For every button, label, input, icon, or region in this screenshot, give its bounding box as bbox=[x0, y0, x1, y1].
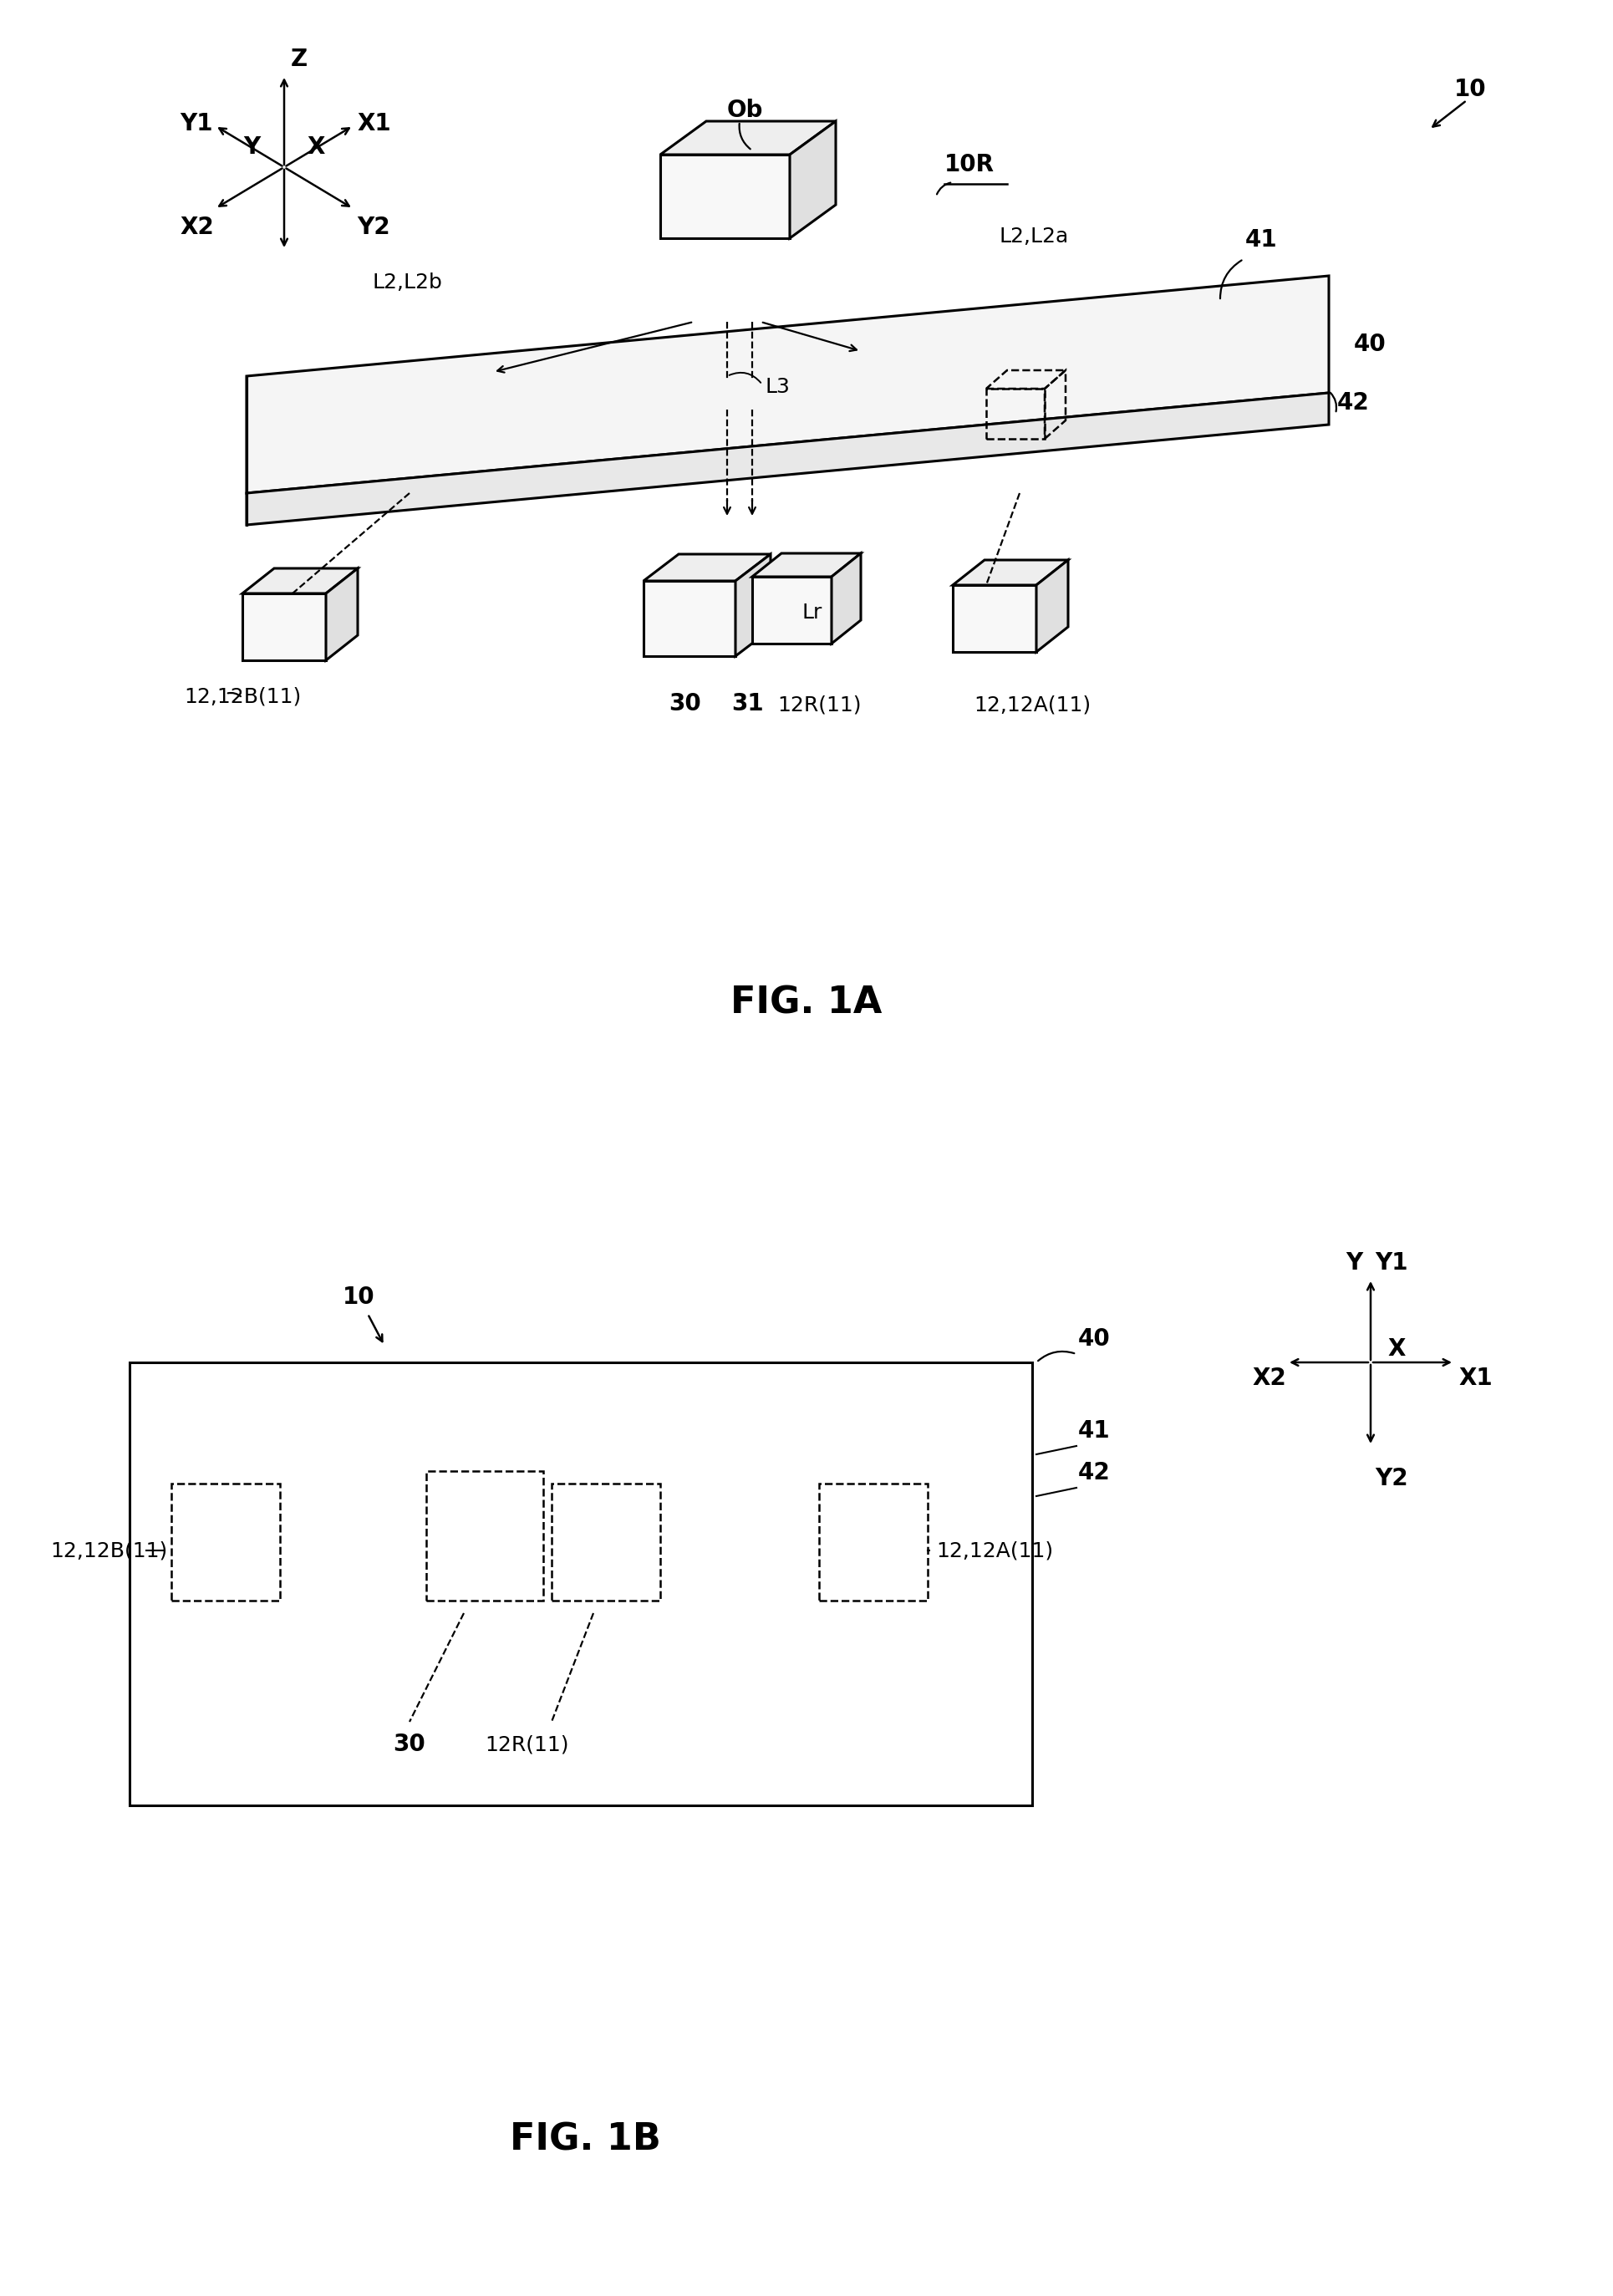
Polygon shape bbox=[953, 560, 1068, 585]
Text: X: X bbox=[1387, 1336, 1405, 1362]
Bar bbox=[171, 1483, 281, 1600]
Text: 12,12A(11): 12,12A(11) bbox=[936, 1541, 1053, 1561]
Polygon shape bbox=[660, 122, 836, 154]
Text: X1: X1 bbox=[1458, 1366, 1492, 1389]
Text: 10: 10 bbox=[1455, 78, 1487, 101]
Polygon shape bbox=[242, 592, 326, 661]
Polygon shape bbox=[736, 553, 771, 657]
Text: Z: Z bbox=[290, 48, 308, 71]
Bar bbox=[552, 1483, 660, 1600]
Text: 10: 10 bbox=[342, 1286, 374, 1309]
Polygon shape bbox=[247, 393, 1329, 526]
Polygon shape bbox=[247, 276, 1329, 494]
Bar bbox=[129, 1362, 1032, 1805]
Text: 10R: 10R bbox=[944, 154, 995, 177]
Text: Y2: Y2 bbox=[358, 216, 390, 239]
Text: L2,L2b: L2,L2b bbox=[373, 273, 442, 292]
Bar bbox=[819, 1483, 927, 1600]
Text: 12R(11): 12R(11) bbox=[777, 696, 861, 714]
Bar bbox=[426, 1472, 544, 1600]
Text: FIG. 1A: FIG. 1A bbox=[731, 985, 882, 1022]
Polygon shape bbox=[644, 581, 736, 657]
Polygon shape bbox=[242, 569, 358, 592]
Polygon shape bbox=[644, 553, 771, 581]
Text: Y: Y bbox=[244, 135, 260, 158]
Text: FIG. 1B: FIG. 1B bbox=[510, 2122, 661, 2158]
Text: 42: 42 bbox=[1337, 390, 1369, 416]
Text: 12,12A(11): 12,12A(11) bbox=[974, 696, 1090, 714]
Polygon shape bbox=[790, 122, 836, 239]
Text: 30: 30 bbox=[394, 1733, 426, 1756]
Text: 41: 41 bbox=[1245, 227, 1277, 253]
Polygon shape bbox=[752, 553, 861, 576]
Text: L2,L2a: L2,L2a bbox=[998, 227, 1068, 246]
Text: Lr: Lr bbox=[802, 602, 823, 622]
Text: Y1: Y1 bbox=[1374, 1251, 1408, 1274]
Text: X: X bbox=[308, 135, 326, 158]
Polygon shape bbox=[953, 585, 1036, 652]
Polygon shape bbox=[752, 576, 832, 643]
Polygon shape bbox=[832, 553, 861, 643]
Text: X1: X1 bbox=[358, 113, 392, 135]
Polygon shape bbox=[1036, 560, 1068, 652]
Text: Y2: Y2 bbox=[1374, 1467, 1408, 1490]
Text: X2: X2 bbox=[1252, 1366, 1286, 1389]
Text: 40: 40 bbox=[1353, 333, 1386, 356]
Text: Y1: Y1 bbox=[181, 113, 213, 135]
Text: 30: 30 bbox=[669, 691, 702, 716]
Text: 12,12B(11): 12,12B(11) bbox=[184, 687, 302, 707]
Text: 31: 31 bbox=[731, 691, 763, 716]
Text: 42: 42 bbox=[1077, 1460, 1110, 1486]
Text: 40: 40 bbox=[1077, 1327, 1110, 1350]
Polygon shape bbox=[326, 569, 358, 661]
Polygon shape bbox=[660, 154, 790, 239]
Text: X2: X2 bbox=[181, 216, 215, 239]
Text: L3: L3 bbox=[765, 377, 790, 397]
Text: 41: 41 bbox=[1077, 1419, 1110, 1442]
Text: Y: Y bbox=[1345, 1251, 1363, 1274]
Text: 12,12B(11): 12,12B(11) bbox=[50, 1541, 168, 1561]
Text: Ob: Ob bbox=[727, 99, 763, 122]
Text: 12R(11): 12R(11) bbox=[486, 1736, 569, 1754]
